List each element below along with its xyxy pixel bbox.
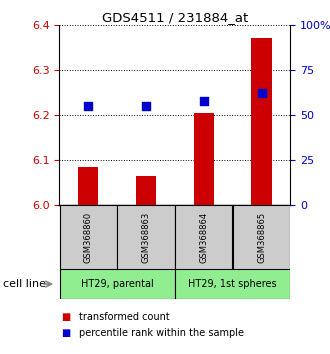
Bar (233, 205, 290, 269)
Bar (251, 38, 272, 205)
Text: transformed count: transformed count (79, 312, 170, 322)
Bar (60, 269, 175, 299)
Bar (78, 167, 98, 205)
Text: GSM368864: GSM368864 (199, 212, 208, 263)
Text: HT29, 1st spheres: HT29, 1st spheres (188, 279, 277, 289)
Bar (136, 176, 156, 205)
Point (143, 103, 148, 109)
Text: cell line: cell line (3, 279, 46, 289)
Text: GSM368860: GSM368860 (84, 212, 93, 263)
Text: GSM368863: GSM368863 (142, 212, 150, 263)
Text: ■: ■ (61, 312, 71, 322)
Text: ■: ■ (61, 328, 71, 338)
Point (259, 91, 264, 96)
Bar (117, 205, 175, 269)
Bar (194, 113, 214, 205)
Point (85, 103, 91, 109)
Title: GDS4511 / 231884_at: GDS4511 / 231884_at (102, 11, 248, 24)
Bar (60, 205, 117, 269)
Point (201, 98, 207, 103)
Bar (175, 205, 232, 269)
Text: percentile rank within the sample: percentile rank within the sample (79, 328, 244, 338)
Text: HT29, parental: HT29, parental (81, 279, 153, 289)
Bar (175, 269, 290, 299)
Text: GSM368865: GSM368865 (257, 212, 266, 263)
